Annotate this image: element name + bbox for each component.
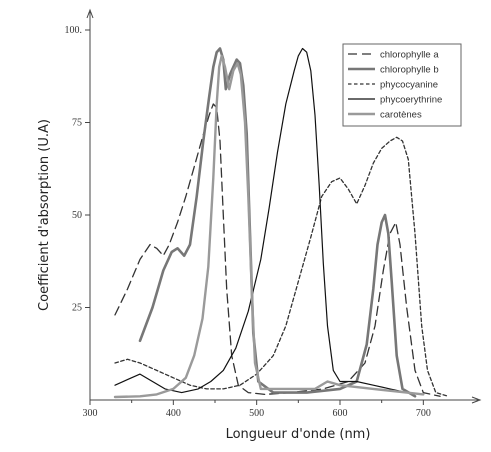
- y-tick-label: 75: [72, 118, 82, 129]
- x-tick-label: 300: [83, 408, 98, 419]
- series-line-3: [114, 136, 449, 397]
- legend-label: phycocyanine: [380, 80, 438, 91]
- series-line-1: [114, 103, 441, 397]
- y-axis-title: Coefficient d'absorption (U.A): [37, 119, 52, 311]
- y-tick-label: 25: [72, 303, 82, 314]
- axes: 300 400 500 600 700 25 50 75 100.: [65, 8, 482, 419]
- legend-label: chlorophylle b: [380, 65, 439, 76]
- legend: chlorophylle a chlorophylle b phycocyanine…: [342, 43, 462, 127]
- legend-label: chlorophylle a: [380, 50, 439, 61]
- y-tick-label: 100.: [65, 25, 83, 36]
- y-axis-arrow: [86, 8, 94, 19]
- x-tick-label: 500: [249, 408, 264, 419]
- series-line-4: [114, 47, 424, 395]
- x-tick-label: 700: [416, 408, 431, 419]
- x-tick-label: 400: [166, 408, 181, 419]
- y-tick-label: 50: [72, 210, 82, 221]
- x-tick-label: 600: [333, 408, 348, 419]
- series-line-5: [113, 54, 425, 399]
- x-axis-arrow: [471, 396, 482, 404]
- data-lines: [113, 47, 449, 399]
- legend-label: carotènes: [380, 110, 422, 121]
- x-axis-title: Longueur d'onde (nm): [226, 427, 371, 442]
- legend-label: phycoerythrine: [380, 95, 442, 106]
- legend-box: [342, 43, 462, 127]
